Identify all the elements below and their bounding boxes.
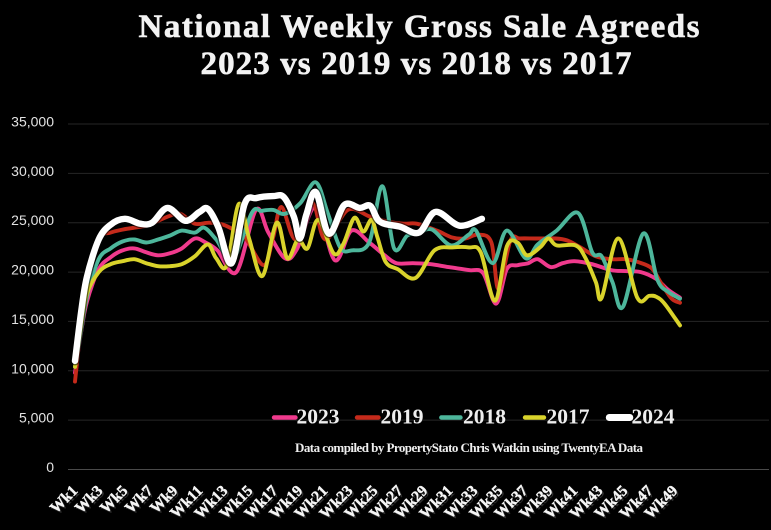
svg-text:0: 0 bbox=[46, 459, 54, 475]
svg-text:2024: 2024 bbox=[632, 404, 675, 428]
svg-text:35,000: 35,000 bbox=[11, 114, 54, 130]
svg-text:25,000: 25,000 bbox=[11, 212, 54, 228]
svg-text:2018: 2018 bbox=[463, 404, 506, 428]
svg-text:2017: 2017 bbox=[547, 404, 590, 428]
svg-text:15,000: 15,000 bbox=[11, 311, 54, 327]
svg-text:30,000: 30,000 bbox=[11, 163, 54, 179]
svg-text:2023: 2023 bbox=[297, 404, 340, 428]
svg-text:20,000: 20,000 bbox=[11, 262, 54, 278]
svg-text:2019: 2019 bbox=[381, 404, 424, 428]
svg-text:Data compiled by PropertyStato: Data compiled by PropertyStato Chris Wat… bbox=[295, 440, 644, 455]
svg-text:5,000: 5,000 bbox=[19, 410, 54, 426]
svg-text:National Weekly Gross Sale Agr: National Weekly Gross Sale Agreeds bbox=[139, 9, 700, 45]
svg-text:10,000: 10,000 bbox=[11, 360, 54, 376]
svg-text:2023 vs 2019 vs 2018 vs 2017: 2023 vs 2019 vs 2018 vs 2017 bbox=[201, 46, 632, 82]
